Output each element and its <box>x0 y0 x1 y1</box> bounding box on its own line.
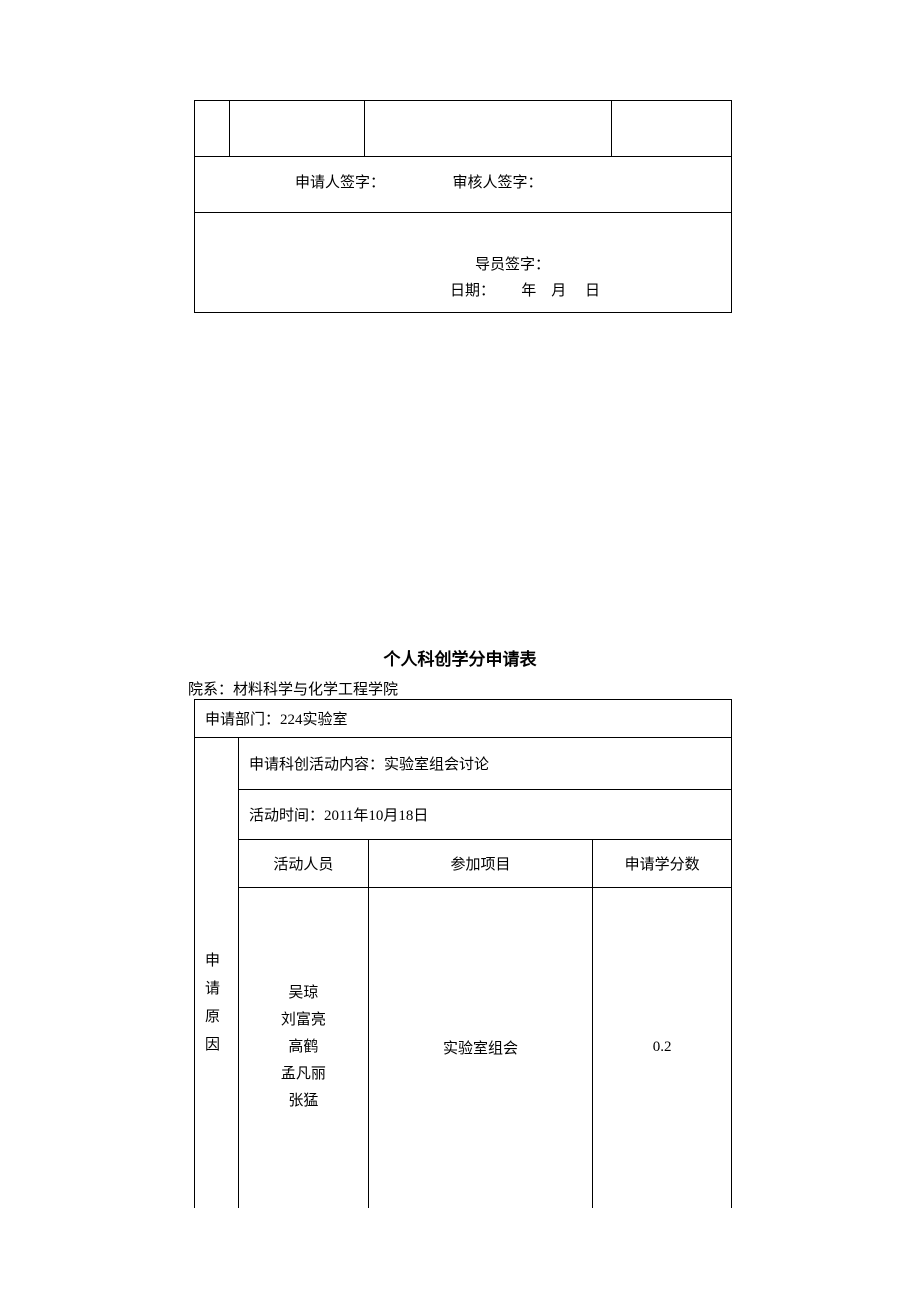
content-cell: 申请科创活动内容：实验室组会讨论 <box>238 738 731 790</box>
credits-cell: 0.2 <box>593 888 732 1208</box>
date-label: 日期： <box>450 283 495 299</box>
time-row: 活动时间：2011年10月18日 <box>195 790 732 840</box>
day-label: 日 <box>585 283 600 299</box>
table-data-row: 吴琼 刘富亮 高鹤 孟凡丽 张猛 实验室组会 0.2 <box>195 888 732 1208</box>
time-label: 活动时间： <box>249 808 324 824</box>
supervisor-signature-label: 导员签字： <box>475 257 550 273</box>
department-value: 材料科学与化学工程学院 <box>233 682 398 698</box>
month-label: 月 <box>551 283 566 299</box>
empty-cell-3 <box>364 101 612 157</box>
top-signature-table: 申请人签字： 审核人签字： 导员签字： 日期： 年 月 日 <box>194 100 732 313</box>
content-row: 申 请 原 因 申请科创活动内容：实验室组会讨论 <box>195 738 732 790</box>
empty-cell-4 <box>612 101 732 157</box>
header-personnel: 活动人员 <box>238 840 368 888</box>
main-application-table: 申请部门：224实验室 申 请 原 因 申请科创活动内容：实验室组会讨论 活动时… <box>194 699 732 1208</box>
vertical-reason-label: 申 请 原 因 <box>195 738 239 1208</box>
project-cell: 实验室组会 <box>368 888 593 1208</box>
vertical-char-3: 原 <box>205 1003 238 1031</box>
name-3: 高鹤 <box>239 1034 368 1061</box>
top-empty-row <box>195 101 732 157</box>
header-project: 参加项目 <box>368 840 593 888</box>
supervisor-date-row: 导员签字： 日期： 年 月 日 <box>195 213 732 313</box>
apply-dept-value: 224实验室 <box>280 712 348 728</box>
name-1: 吴琼 <box>239 980 368 1007</box>
form-title: 个人科创学分申请表 <box>0 645 920 670</box>
signature-row: 申请人签字： 审核人签字： <box>195 157 732 213</box>
empty-cell-1 <box>195 101 230 157</box>
year-label: 年 <box>521 283 536 299</box>
content-value: 实验室组会讨论 <box>384 757 489 773</box>
vertical-char-1: 申 <box>205 947 238 975</box>
apply-dept-row: 申请部门：224实验室 <box>195 700 732 738</box>
time-cell: 活动时间：2011年10月18日 <box>238 790 731 840</box>
personnel-cell: 吴琼 刘富亮 高鹤 孟凡丽 张猛 <box>238 888 368 1208</box>
vertical-char-4: 因 <box>205 1031 238 1059</box>
empty-cell-2 <box>229 101 364 157</box>
reviewer-signature-label: 审核人签字： <box>453 175 543 191</box>
vertical-char-2: 请 <box>205 975 238 1003</box>
name-2: 刘富亮 <box>239 1007 368 1034</box>
name-4: 孟凡丽 <box>239 1061 368 1088</box>
supervisor-date-cell: 导员签字： 日期： 年 月 日 <box>195 213 732 313</box>
signature-cell: 申请人签字： 审核人签字： <box>195 157 732 213</box>
header-credits: 申请学分数 <box>593 840 732 888</box>
department-line: 院系：材料科学与化学工程学院 <box>188 678 398 699</box>
department-label: 院系： <box>188 682 233 698</box>
apply-dept-cell: 申请部门：224实验室 <box>195 700 732 738</box>
name-5: 张猛 <box>239 1088 368 1115</box>
time-value: 2011年10月18日 <box>324 808 428 824</box>
table-header-row: 活动人员 参加项目 申请学分数 <box>195 840 732 888</box>
apply-dept-label: 申请部门： <box>205 712 280 728</box>
content-label: 申请科创活动内容： <box>249 757 384 773</box>
applicant-signature-label: 申请人签字： <box>295 175 385 191</box>
